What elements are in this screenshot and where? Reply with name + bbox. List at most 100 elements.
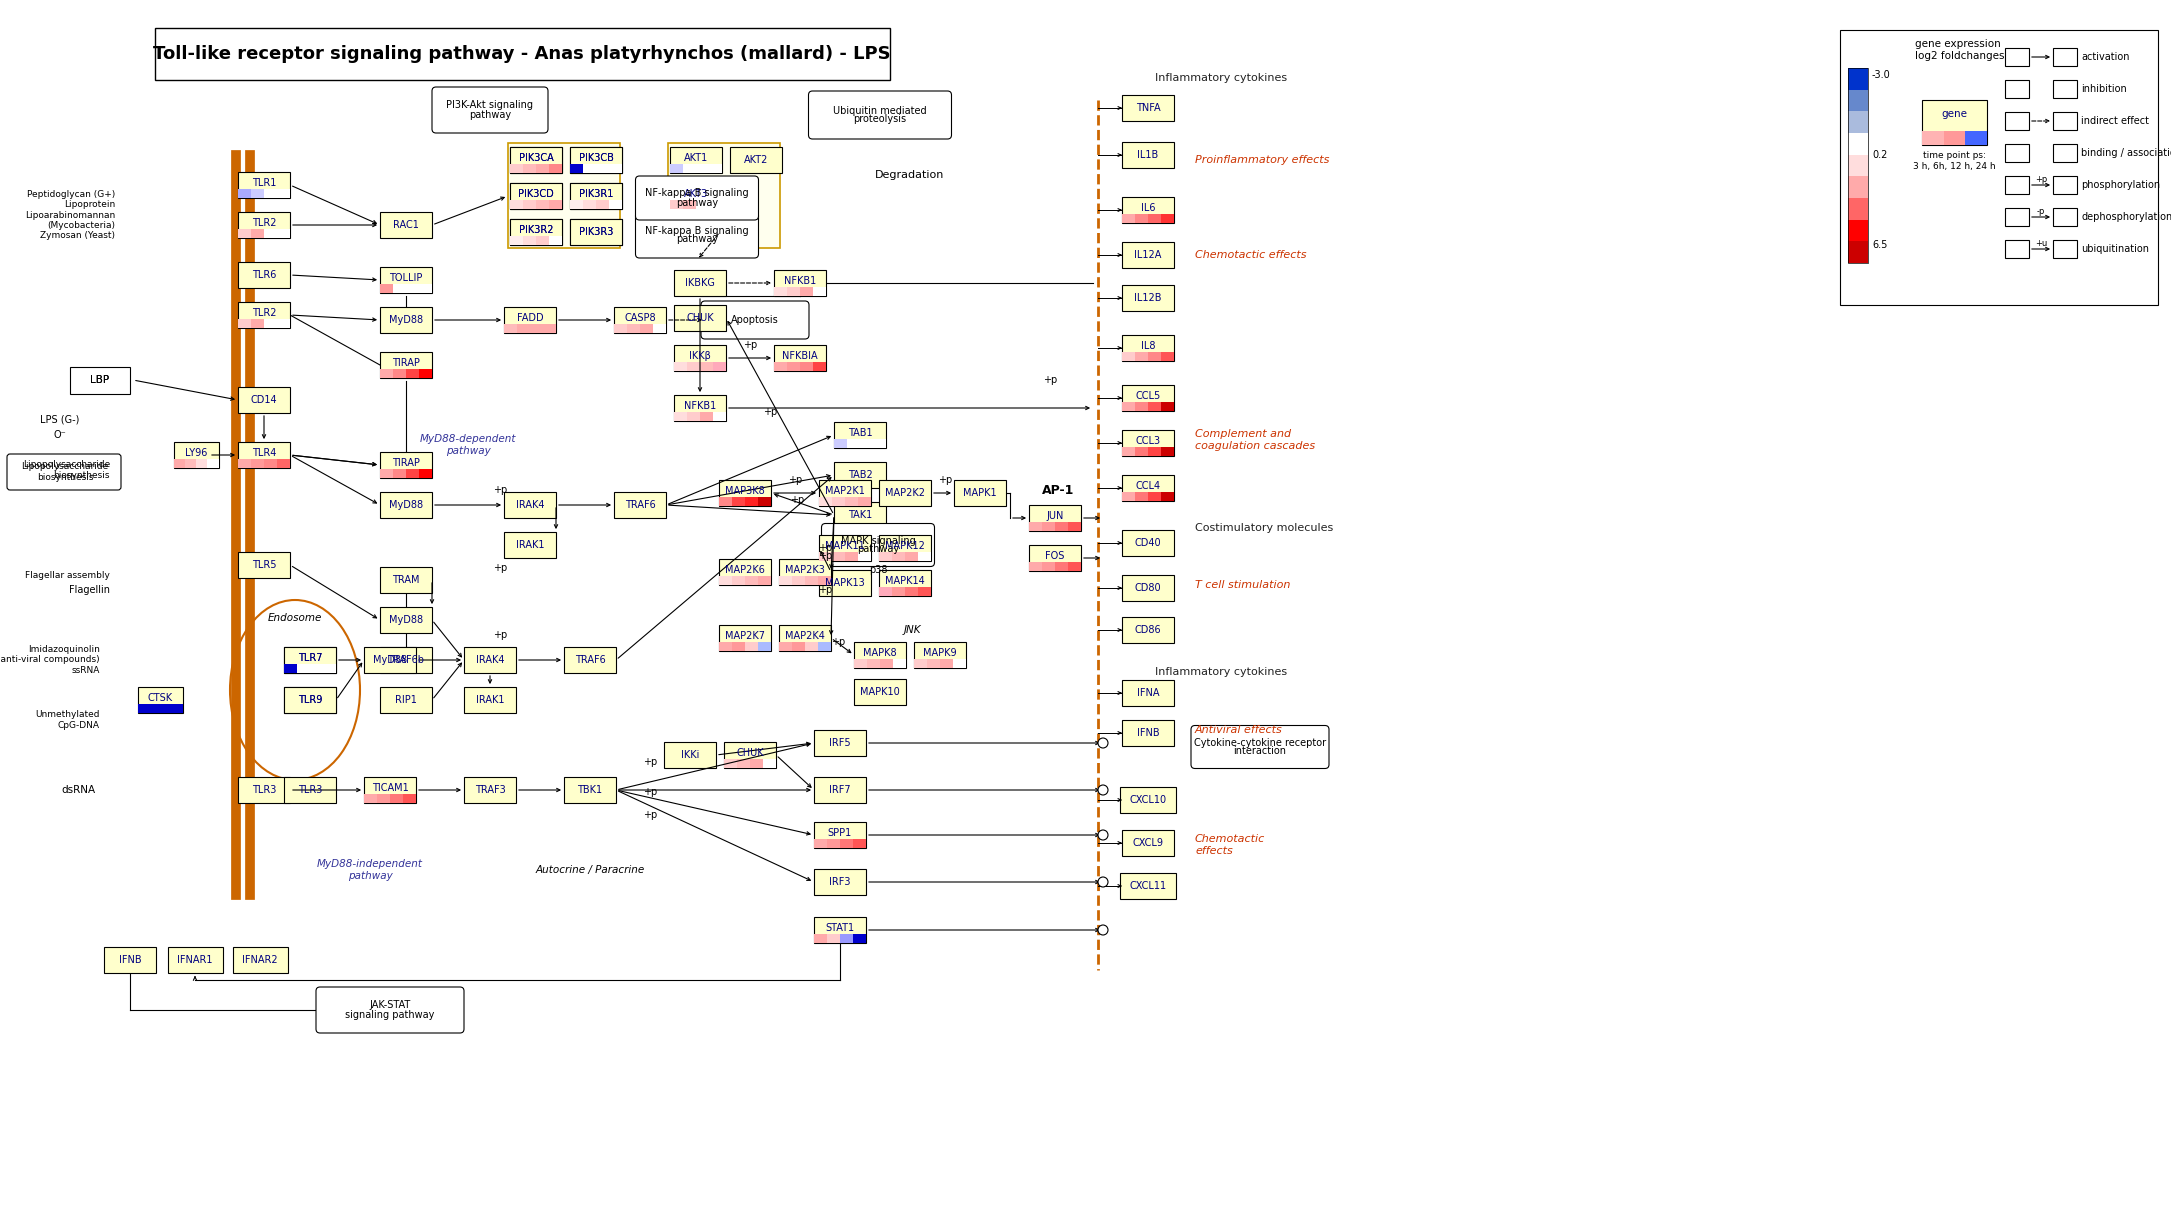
Bar: [1848, 219, 1867, 241]
Bar: [1848, 133, 1867, 155]
Text: TNFA: TNFA: [1135, 103, 1159, 113]
Bar: [239, 190, 252, 198]
Bar: [393, 369, 406, 378]
Bar: [571, 199, 584, 209]
Bar: [799, 362, 812, 371]
Text: pathway: pathway: [675, 234, 719, 245]
Bar: [1122, 214, 1135, 223]
FancyBboxPatch shape: [571, 219, 623, 245]
Text: CXCL10: CXCL10: [1129, 795, 1166, 805]
Bar: [310, 664, 323, 673]
Text: +p: +p: [643, 787, 658, 796]
FancyBboxPatch shape: [879, 535, 931, 561]
Bar: [252, 190, 265, 198]
Circle shape: [1099, 876, 1107, 888]
Bar: [699, 412, 712, 421]
Text: TIRAP: TIRAP: [393, 358, 419, 368]
Text: Autocrine / Paracrine: Autocrine / Paracrine: [536, 865, 645, 875]
Text: pathway: pathway: [858, 544, 899, 554]
Bar: [419, 284, 432, 293]
Bar: [310, 664, 323, 673]
Bar: [1848, 90, 1867, 111]
Bar: [252, 459, 265, 468]
Bar: [536, 199, 549, 209]
Bar: [610, 164, 623, 174]
Text: PIK3R1: PIK3R1: [580, 190, 612, 199]
Bar: [905, 551, 918, 561]
FancyBboxPatch shape: [284, 687, 337, 713]
Text: CTSK: CTSK: [148, 693, 172, 703]
FancyBboxPatch shape: [571, 146, 623, 174]
Bar: [610, 164, 623, 174]
Bar: [812, 287, 825, 295]
Bar: [239, 459, 252, 468]
Text: ubiquitination: ubiquitination: [2082, 244, 2149, 254]
Text: IKKi: IKKi: [682, 750, 699, 760]
Text: PIK3CB: PIK3CB: [577, 153, 614, 162]
Text: p38: p38: [868, 565, 888, 575]
Text: MAPK9: MAPK9: [923, 648, 957, 659]
Text: dephosphorylation: dephosphorylation: [2082, 212, 2171, 222]
Text: Costimulatory molecules: Costimulatory molecules: [1194, 523, 1333, 533]
FancyBboxPatch shape: [853, 643, 905, 668]
Text: CD40: CD40: [1135, 538, 1161, 548]
Text: MAP2K1: MAP2K1: [825, 486, 864, 496]
FancyBboxPatch shape: [365, 648, 417, 673]
Text: JNK: JNK: [903, 625, 921, 635]
Bar: [1161, 492, 1175, 501]
FancyBboxPatch shape: [380, 687, 432, 713]
Text: +p: +p: [938, 475, 953, 485]
Text: Complement and
coagulation cascades: Complement and coagulation cascades: [1194, 430, 1316, 451]
FancyBboxPatch shape: [380, 492, 432, 518]
FancyBboxPatch shape: [239, 212, 291, 238]
Text: RAC1: RAC1: [393, 220, 419, 230]
Text: CASP8: CASP8: [625, 313, 656, 323]
Bar: [686, 362, 699, 371]
Text: TLR3: TLR3: [252, 785, 276, 795]
Text: MAP2K3: MAP2K3: [786, 565, 825, 575]
Bar: [549, 236, 562, 245]
FancyBboxPatch shape: [510, 183, 562, 209]
Bar: [510, 236, 523, 245]
FancyBboxPatch shape: [1122, 680, 1175, 707]
FancyBboxPatch shape: [380, 648, 432, 673]
Text: PIK3R2: PIK3R2: [519, 225, 554, 235]
FancyBboxPatch shape: [1841, 30, 2158, 305]
Bar: [404, 794, 417, 803]
Text: +p: +p: [742, 340, 758, 350]
FancyBboxPatch shape: [380, 267, 432, 293]
Text: Apoptosis: Apoptosis: [732, 315, 779, 325]
FancyBboxPatch shape: [814, 730, 866, 756]
Bar: [380, 469, 393, 478]
Bar: [840, 934, 853, 943]
FancyBboxPatch shape: [167, 947, 221, 972]
Bar: [549, 199, 562, 209]
Text: Antiviral effects: Antiviral effects: [1194, 725, 1283, 735]
Text: activation: activation: [2082, 52, 2130, 62]
Bar: [853, 659, 866, 668]
Text: STAT1: STAT1: [825, 923, 855, 933]
Bar: [1848, 155, 1867, 176]
Bar: [853, 840, 866, 848]
Text: NF-kappa B signaling: NF-kappa B signaling: [645, 188, 749, 198]
Bar: [712, 412, 725, 421]
Bar: [549, 164, 562, 174]
FancyBboxPatch shape: [284, 648, 337, 673]
Bar: [697, 164, 710, 174]
Text: IRF3: IRF3: [829, 876, 851, 888]
Text: +p: +p: [643, 810, 658, 820]
Text: IFNA: IFNA: [1138, 688, 1159, 698]
Text: CD86: CD86: [1135, 625, 1161, 635]
Text: LY96: LY96: [185, 448, 206, 458]
FancyBboxPatch shape: [2006, 176, 2030, 194]
Bar: [252, 319, 265, 327]
Bar: [1042, 522, 1055, 531]
FancyBboxPatch shape: [465, 687, 517, 713]
Bar: [523, 236, 536, 245]
Bar: [1965, 130, 1986, 145]
FancyBboxPatch shape: [729, 146, 782, 174]
Bar: [847, 439, 860, 448]
FancyBboxPatch shape: [814, 777, 866, 803]
Text: -p: -p: [2036, 207, 2045, 215]
Text: TAB1: TAB1: [847, 428, 873, 438]
